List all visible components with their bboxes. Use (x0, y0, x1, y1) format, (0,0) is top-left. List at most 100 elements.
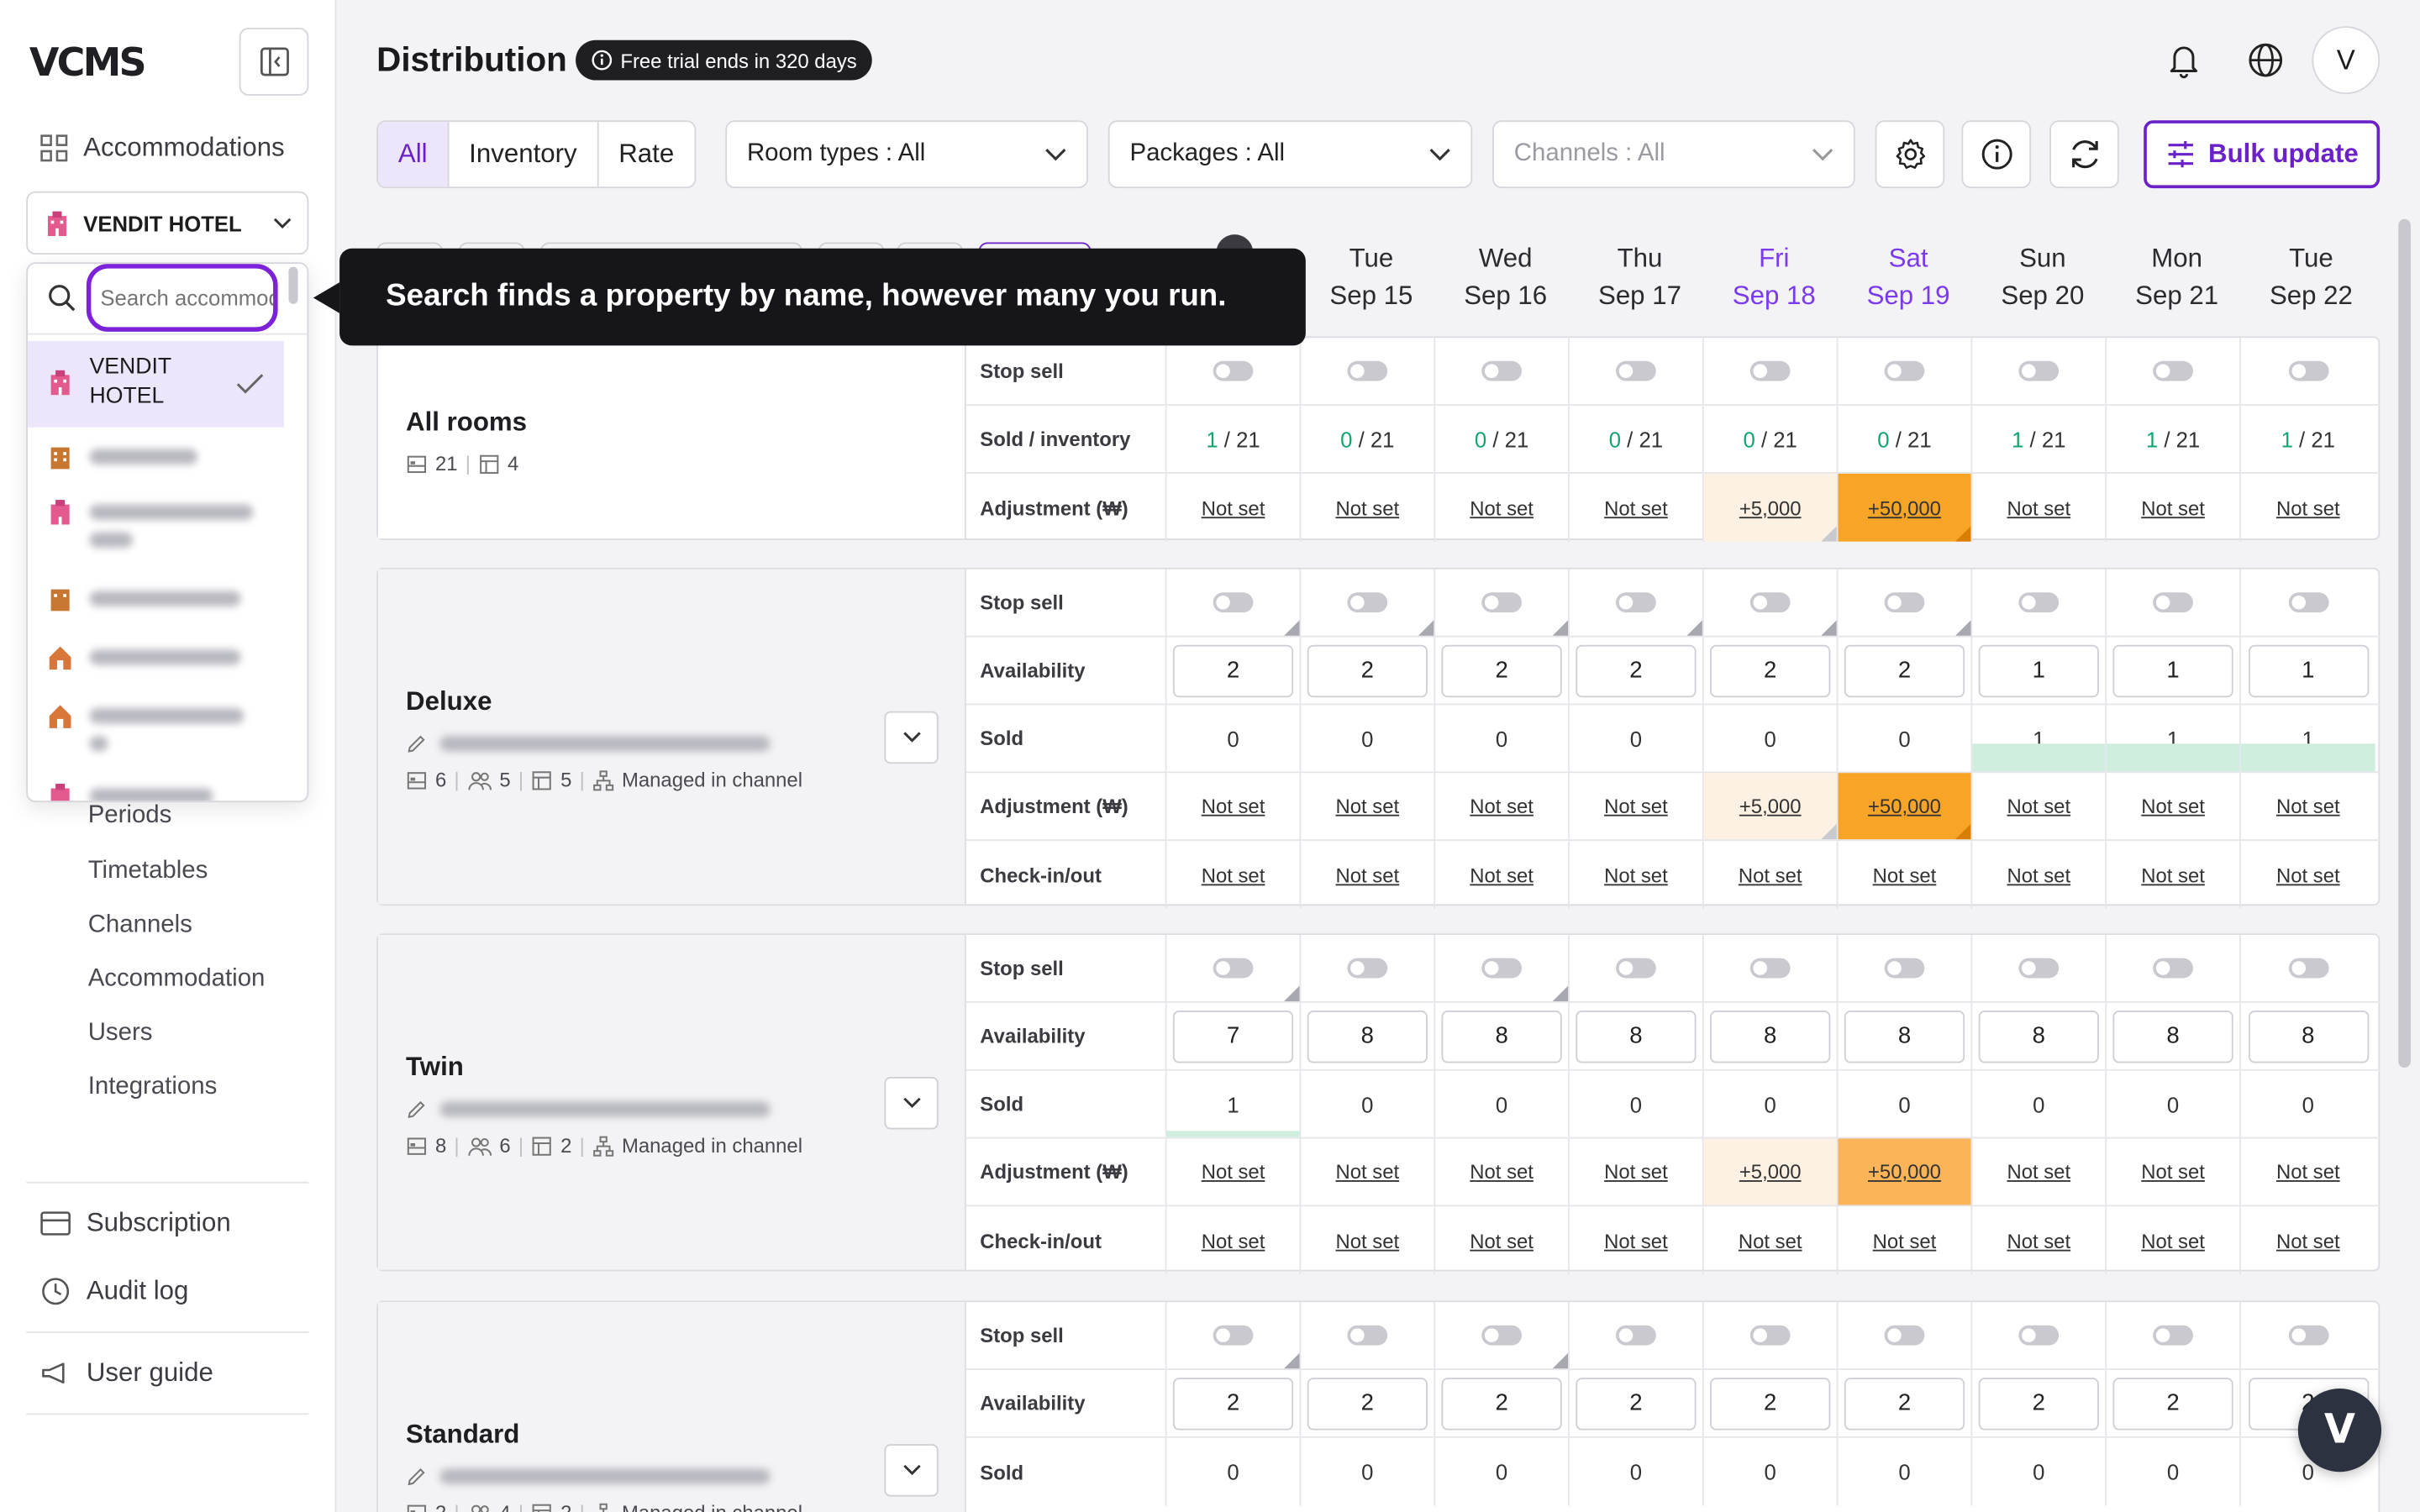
checkinout-cell[interactable]: Not set (1570, 841, 1704, 909)
packages-select[interactable]: Packages : All (1108, 120, 1472, 188)
date-column-header[interactable]: Tue Sep 22 (2244, 241, 2379, 315)
segment-inventory[interactable]: Inventory (449, 122, 598, 186)
stop-sell-toggle[interactable] (1481, 592, 1522, 612)
availability-input[interactable]: 1 (1979, 644, 2099, 696)
checkinout-cell[interactable]: Not set (1167, 841, 1302, 909)
adjustment-cell[interactable]: Not set (2241, 773, 2375, 839)
stop-sell-toggle[interactable] (1616, 958, 1656, 979)
stop-sell-toggle[interactable] (2018, 592, 2059, 612)
nav-users[interactable]: Users (88, 1020, 153, 1047)
date-column-header[interactable]: Fri Sep 18 (1707, 241, 1841, 315)
stop-sell-toggle[interactable] (1750, 592, 1791, 612)
adjustment-cell[interactable]: Not set (2241, 1138, 2375, 1205)
stop-sell-toggle[interactable] (2153, 958, 2193, 979)
stop-sell-toggle[interactable] (2288, 592, 2328, 612)
stop-sell-toggle[interactable] (1750, 958, 1791, 979)
channels-select[interactable]: Channels : All (1492, 120, 1855, 188)
date-column-header[interactable]: Mon Sep 21 (2110, 241, 2244, 315)
checkinout-cell[interactable]: Not set (1972, 1206, 2107, 1274)
adjustment-cell[interactable]: Not set (2107, 773, 2241, 839)
availability-input[interactable]: 2 (1710, 644, 1830, 696)
nav-audit-log[interactable]: Audit log (40, 1276, 189, 1307)
expand-button[interactable] (884, 1444, 938, 1496)
dropdown-item[interactable] (28, 498, 284, 548)
stop-sell-toggle[interactable] (2153, 592, 2193, 612)
availability-input[interactable]: 2 (1307, 644, 1428, 696)
collapse-sidebar-button[interactable] (239, 28, 309, 96)
availability-input[interactable]: 8 (1576, 1010, 1696, 1062)
notifications-button[interactable] (2158, 34, 2210, 86)
stop-sell-toggle[interactable] (1885, 958, 1925, 979)
stop-sell-toggle[interactable] (1750, 1326, 1791, 1346)
checkinout-cell[interactable]: Not set (1301, 841, 1435, 909)
availability-input[interactable]: 2 (1173, 644, 1293, 696)
date-column-header[interactable]: Thu Sep 17 (1573, 241, 1707, 315)
info-button[interactable] (1961, 120, 2031, 188)
stop-sell-toggle[interactable] (1213, 361, 1254, 381)
stop-sell-toggle[interactable] (1481, 1326, 1522, 1346)
nav-accommodation[interactable]: Accommodation (88, 966, 266, 994)
date-column-header[interactable]: Sat Sep 19 (1841, 241, 1975, 315)
availability-input[interactable]: 1 (2248, 644, 2368, 696)
refresh-button[interactable] (2049, 120, 2119, 188)
adjustment-cell[interactable]: Not set (1167, 773, 1302, 839)
stop-sell-toggle[interactable] (1347, 1326, 1387, 1346)
adjustment-cell[interactable]: Not set (2107, 1138, 2241, 1205)
expand-button[interactable] (884, 1077, 938, 1129)
stop-sell-toggle[interactable] (2153, 361, 2193, 381)
adjustment-cell[interactable]: Not set (1301, 773, 1435, 839)
search-accommodations-input[interactable] (87, 264, 278, 332)
stop-sell-toggle[interactable] (2018, 958, 2059, 979)
adjustment-cell[interactable]: Not set (1301, 1138, 1435, 1205)
adjustment-cell[interactable]: Not set (1435, 1138, 1570, 1205)
availability-input[interactable]: 2 (1576, 644, 1696, 696)
stop-sell-toggle[interactable] (1885, 592, 1925, 612)
checkinout-cell[interactable]: Not set (2241, 1206, 2375, 1274)
stop-sell-toggle[interactable] (2018, 1326, 2059, 1346)
availability-input[interactable]: 1 (2112, 644, 2233, 696)
segment-rate[interactable]: Rate (598, 122, 694, 186)
checkinout-cell[interactable]: Not set (1570, 1206, 1704, 1274)
availability-input[interactable]: 2 (1173, 1377, 1293, 1429)
stop-sell-toggle[interactable] (1347, 361, 1387, 381)
stop-sell-toggle[interactable] (1616, 592, 1656, 612)
availability-input[interactable]: 2 (2112, 1377, 2233, 1429)
checkinout-cell[interactable]: Not set (1435, 841, 1570, 909)
availability-input[interactable]: 2 (1844, 644, 1965, 696)
availability-input[interactable]: 8 (2248, 1010, 2368, 1062)
adjustment-cell[interactable]: Not set (1570, 1138, 1704, 1205)
vcms-logo[interactable]: VCMS (29, 40, 145, 85)
adjustment-cell[interactable]: +50,000 (1839, 474, 1973, 542)
stop-sell-toggle[interactable] (1481, 361, 1522, 381)
checkinout-cell[interactable]: Not set (2107, 1206, 2241, 1274)
adjustment-cell[interactable]: Not set (1972, 1138, 2107, 1205)
adjustment-cell[interactable]: +5,000 (1704, 773, 1839, 839)
page-scrollbar[interactable] (2398, 219, 2411, 1068)
stop-sell-toggle[interactable] (1616, 361, 1656, 381)
date-column-header[interactable]: Wed Sep 16 (1439, 241, 1573, 315)
dropdown-item[interactable] (28, 443, 284, 470)
adjustment-cell[interactable]: Not set (1972, 474, 2107, 542)
availability-input[interactable]: 8 (1307, 1010, 1428, 1062)
checkinout-cell[interactable]: Not set (1301, 1206, 1435, 1274)
nav-accommodations[interactable]: Accommodations (40, 133, 285, 164)
checkinout-cell[interactable]: Not set (1435, 1206, 1570, 1274)
adjustment-cell[interactable]: Not set (1167, 1138, 1302, 1205)
checkinout-cell[interactable]: Not set (1839, 1206, 1973, 1274)
vendit-chat-button[interactable]: V (2298, 1389, 2381, 1472)
nav-channels[interactable]: Channels (88, 911, 192, 939)
stop-sell-toggle[interactable] (1213, 958, 1254, 979)
adjustment-cell[interactable]: Not set (1435, 474, 1570, 542)
checkinout-cell[interactable]: Not set (1704, 841, 1839, 909)
stop-sell-toggle[interactable] (2288, 1326, 2328, 1346)
checkinout-cell[interactable]: Not set (1167, 1206, 1302, 1274)
stop-sell-toggle[interactable] (2018, 361, 2059, 381)
stop-sell-toggle[interactable] (1347, 958, 1387, 979)
dropdown-item[interactable] (28, 643, 284, 671)
adjustment-cell[interactable]: +50,000 (1839, 773, 1973, 839)
checkinout-cell[interactable]: Not set (1972, 841, 2107, 909)
adjustment-cell[interactable]: Not set (1435, 773, 1570, 839)
stop-sell-toggle[interactable] (1750, 361, 1791, 381)
dropdown-item[interactable] (28, 702, 284, 752)
stop-sell-toggle[interactable] (2153, 1326, 2193, 1346)
